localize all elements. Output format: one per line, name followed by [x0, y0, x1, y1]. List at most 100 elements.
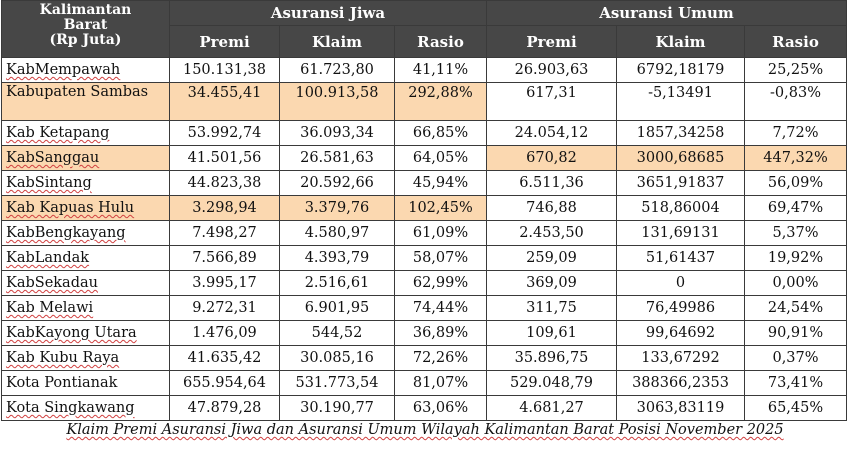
region-name: Kab Ketapang [1, 120, 170, 146]
klaim-jiwa: 544,52 [279, 320, 395, 346]
premi-jiwa: 53.992,74 [169, 120, 280, 146]
klaim-jiwa: 531.773,54 [279, 370, 395, 396]
premi-umum: 6.511,36 [486, 170, 617, 196]
table-row: KabLandak 7.566,89 4.393,79 58,07% 259,0… [1, 245, 848, 271]
rasio-jiwa: 66,85% [394, 120, 487, 146]
klaim-jiwa: 3.379,76 [279, 195, 395, 221]
rasio-jiwa: 63,06% [394, 395, 487, 421]
region-header-line: Kalimantan [39, 2, 132, 18]
table-row: Kab Kapuas Hulu 3.298,94 3.379,76 102,45… [1, 195, 848, 221]
premi-umum: 746,88 [486, 195, 617, 221]
region-name: Kota Pontianak [1, 370, 170, 396]
klaim-umum: 3063,83119 [616, 395, 745, 421]
klaim-umum: 1857,34258 [616, 120, 745, 146]
rasio-jiwa: 102,45% [394, 195, 487, 221]
table-row: Kabupaten Sambas 34.455,41 100.913,58 29… [1, 82, 848, 121]
premi-jiwa: 47.879,28 [169, 395, 280, 421]
premi-jiwa: 655.954,64 [169, 370, 280, 396]
klaim-umum: 0 [616, 270, 745, 296]
klaim-umum: 6792,18179 [616, 57, 745, 83]
premi-umum: 24.054,12 [486, 120, 617, 146]
col-header-premi-jiwa: Premi [169, 25, 280, 58]
table-row: Kab Melawi 9.272,31 6.901,95 74,44% 311,… [1, 295, 848, 321]
klaim-jiwa: 20.592,66 [279, 170, 395, 196]
region-name: KabMempawah [1, 57, 170, 83]
rasio-umum: 65,45% [743, 395, 848, 421]
region-name: KabKayong Utara [1, 320, 170, 346]
rasio-umum: 73,41% [743, 370, 848, 396]
region-name: KabLandak [1, 245, 170, 271]
klaim-jiwa: 61.723,80 [279, 57, 395, 83]
rasio-umum: 90,91% [743, 320, 848, 346]
klaim-umum: 3651,91837 [616, 170, 745, 196]
rasio-umum: 447,32% [743, 145, 848, 171]
col-header-rasio-umum: Rasio [743, 25, 848, 58]
table-row: Kab Kubu Raya 41.635,42 30.085,16 72,26%… [1, 345, 848, 371]
rasio-umum: 0,37% [743, 345, 848, 371]
table-container: Kalimantan Barat (Rp Juta) Asuransi Jiwa… [1, 0, 848, 421]
region-name: Kab Kapuas Hulu [1, 195, 170, 221]
rasio-umum: 19,92% [743, 245, 848, 271]
insurance-table: Kalimantan Barat (Rp Juta) Asuransi Jiwa… [1, 0, 848, 421]
table-row: Kab Ketapang 53.992,74 36.093,34 66,85% … [1, 120, 848, 146]
table-caption: Klaim Premi Asuransi Jiwa dan Asuransi U… [66, 422, 784, 438]
klaim-umum: -5,13491 [616, 82, 745, 121]
table-row: KabKayong Utara 1.476,09 544,52 36,89% 1… [1, 320, 848, 346]
group-header-jiwa: Asuransi Jiwa [169, 0, 487, 26]
table-row: Kota Singkawang 47.879,28 30.190,77 63,0… [1, 395, 848, 421]
rasio-jiwa: 58,07% [394, 245, 487, 271]
rasio-jiwa: 61,09% [394, 220, 487, 246]
rasio-umum: 69,47% [743, 195, 848, 221]
klaim-jiwa: 36.093,34 [279, 120, 395, 146]
premi-jiwa: 7.498,27 [169, 220, 280, 246]
region-header-line: Barat [63, 17, 108, 33]
col-header-klaim-jiwa: Klaim [279, 25, 395, 58]
rasio-jiwa: 74,44% [394, 295, 487, 321]
klaim-umum: 3000,68685 [616, 145, 745, 171]
premi-umum: 4.681,27 [486, 395, 617, 421]
table-row: KabSanggau 41.501,56 26.581,63 64,05% 67… [1, 145, 848, 171]
klaim-umum: 51,61437 [616, 245, 745, 271]
table-row: KabBengkayang 7.498,27 4.580,97 61,09% 2… [1, 220, 848, 246]
klaim-jiwa: 4.580,97 [279, 220, 395, 246]
klaim-umum: 99,64692 [616, 320, 745, 346]
premi-jiwa: 7.566,89 [169, 245, 280, 271]
klaim-jiwa: 30.085,16 [279, 345, 395, 371]
group-header-umum: Asuransi Umum [485, 0, 848, 26]
region-header: Kalimantan Barat (Rp Juta) [1, 0, 170, 58]
rasio-jiwa: 41,11% [394, 57, 487, 83]
rasio-umum: 7,72% [743, 120, 848, 146]
premi-jiwa: 41.635,42 [169, 345, 280, 371]
premi-umum: 2.453,50 [486, 220, 617, 246]
table-row: Kota Pontianak 655.954,64 531.773,54 81,… [1, 370, 848, 396]
klaim-jiwa: 4.393,79 [279, 245, 395, 271]
klaim-jiwa: 30.190,77 [279, 395, 395, 421]
region-header-line: (Rp Juta) [49, 32, 122, 48]
region-name: KabSekadau [1, 270, 170, 296]
klaim-jiwa: 2.516,61 [279, 270, 395, 296]
rasio-umum: 25,25% [743, 57, 848, 83]
premi-umum: 35.896,75 [486, 345, 617, 371]
premi-jiwa: 3.995,17 [169, 270, 280, 296]
rasio-umum: 24,54% [743, 295, 848, 321]
premi-jiwa: 41.501,56 [169, 145, 280, 171]
premi-umum: 311,75 [486, 295, 617, 321]
col-header-premi-umum: Premi [486, 25, 617, 58]
klaim-umum: 388366,2353 [616, 370, 745, 396]
klaim-umum: 131,69131 [616, 220, 745, 246]
rasio-jiwa: 64,05% [394, 145, 487, 171]
premi-umum: 670,82 [486, 145, 617, 171]
premi-jiwa: 34.455,41 [169, 82, 280, 121]
region-name: Kab Melawi [1, 295, 170, 321]
region-name: Kabupaten Sambas [1, 82, 170, 121]
premi-jiwa: 9.272,31 [169, 295, 280, 321]
region-name: KabSintang [1, 170, 170, 196]
table-row: KabSekadau 3.995,17 2.516,61 62,99% 369,… [1, 270, 848, 296]
table-row: KabMempawah 150.131,38 61.723,80 41,11% … [1, 57, 848, 83]
col-header-rasio-jiwa: Rasio [394, 25, 487, 58]
premi-umum: 26.903,63 [486, 57, 617, 83]
col-header-klaim-umum: Klaim [616, 25, 745, 58]
premi-jiwa: 1.476,09 [169, 320, 280, 346]
klaim-umum: 518,86004 [616, 195, 745, 221]
region-name: Kota Singkawang [1, 395, 170, 421]
